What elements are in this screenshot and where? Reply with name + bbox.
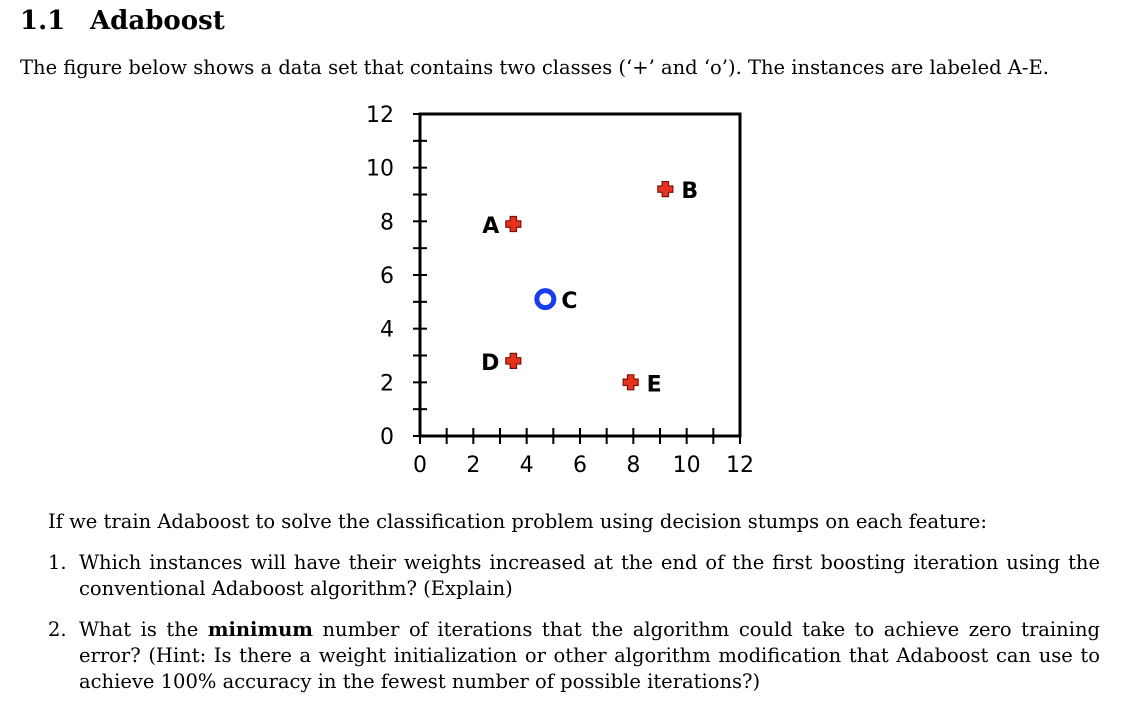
y-axis: 0 2 4 6 8 10 12 [366, 103, 427, 450]
question-intro: If we train Adaboost to solve the classi… [48, 510, 987, 533]
x-tick-label: 8 [626, 453, 640, 478]
scatter-chart: 0 2 4 6 8 10 12 0 2 4 6 8 10 12 A B C D E [366, 103, 754, 478]
x-tick-label: 4 [520, 453, 534, 478]
point-label: E [647, 372, 662, 397]
data-point-c: C [534, 288, 577, 314]
circle-marker [534, 288, 557, 311]
plot-frame [418, 112, 742, 438]
x-tick-label: 2 [466, 453, 480, 478]
question-item-1: 1. Which instances will have their weigh… [48, 550, 1100, 602]
y-tick-label: 2 [380, 371, 394, 396]
data-point-a: A [482, 214, 522, 239]
plot-border [418, 112, 742, 438]
y-tick-label: 6 [380, 264, 394, 289]
intro-paragraph: The figure below shows a data set that c… [20, 56, 1049, 79]
question-list: 1. Which instances will have their weigh… [48, 550, 1100, 710]
plus-marker [657, 181, 674, 198]
y-tick-label: 10 [366, 157, 394, 182]
data-point-e: E [622, 372, 662, 397]
y-tick-label: 0 [380, 425, 394, 450]
data-point-b: B [657, 179, 698, 204]
x-tick-label: 10 [673, 453, 701, 478]
plus-marker [622, 374, 639, 391]
plus-marker [505, 215, 522, 233]
data-point-d: D [481, 351, 522, 376]
x-tick-label: 0 [413, 453, 427, 478]
data-points: A B C D E [481, 179, 698, 397]
point-label: A [482, 214, 499, 239]
item-text-continued: number of iterations that the algorithm … [79, 618, 1100, 693]
item-text: Which instances will have their weights … [79, 551, 1100, 600]
y-tick-label: 4 [380, 318, 394, 343]
point-label: D [481, 351, 499, 376]
item-marker: 2. [48, 618, 67, 641]
question-item-2: 2. What is the minimum number of iterati… [48, 617, 1100, 695]
item-marker: 1. [48, 551, 67, 574]
section-heading: 1.1 Adaboost [20, 6, 225, 36]
item-emphasis: minimum [207, 618, 313, 641]
plus-marker [505, 352, 522, 369]
item-text: What is the [79, 618, 208, 641]
x-tick-label: 12 [726, 453, 754, 478]
y-tick-label: 12 [366, 103, 394, 128]
x-axis: 0 2 4 6 8 10 12 [413, 428, 754, 478]
point-label: C [561, 289, 577, 314]
y-tick-label: 8 [380, 210, 394, 235]
section-number: 1.1 [20, 6, 66, 36]
point-label: B [681, 179, 698, 204]
x-tick-label: 6 [573, 453, 587, 478]
section-title: Adaboost [90, 6, 225, 36]
